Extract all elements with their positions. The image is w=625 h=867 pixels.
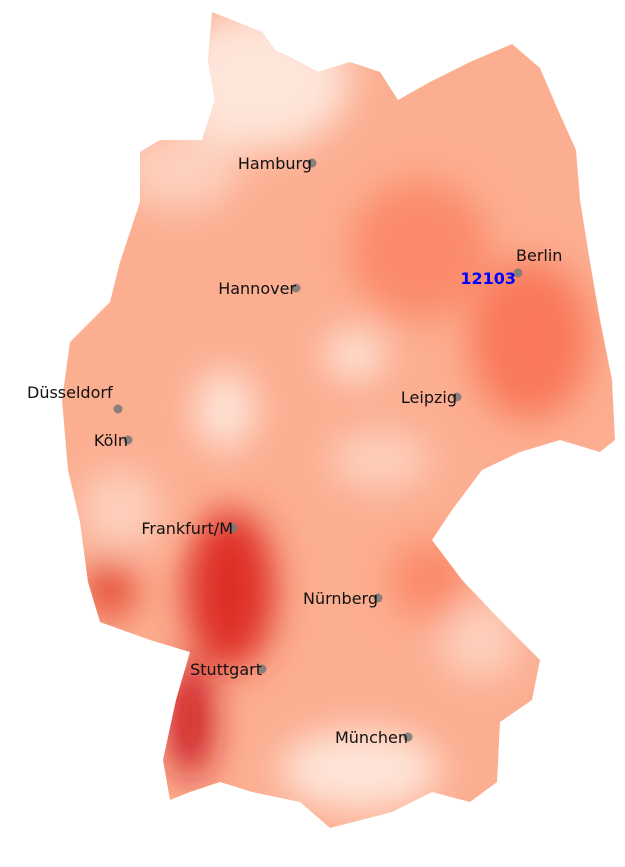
- city-marker-hamburg: [307, 158, 317, 168]
- highlight-postcode-label: 12103: [460, 269, 516, 288]
- city-label-berlin: Berlin: [516, 246, 562, 265]
- city-marker-hannover: [291, 283, 301, 293]
- city-marker-köln: [123, 435, 133, 445]
- city-label-hannover: Hannover: [218, 279, 296, 298]
- city-label-nürnberg: Nürnberg: [303, 589, 378, 608]
- city-marker-stuttgart: [257, 664, 267, 674]
- city-marker-frankfurtm: [228, 523, 238, 533]
- city-marker-düsseldorf: [113, 404, 123, 414]
- city-label-leipzig: Leipzig: [401, 388, 457, 407]
- city-marker-nürnberg: [373, 593, 383, 603]
- city-marker-berlin: [513, 268, 523, 278]
- city-marker-leipzig: [452, 392, 462, 402]
- city-label-düsseldorf: Düsseldorf: [27, 383, 113, 402]
- city-label-hamburg: Hamburg: [238, 154, 312, 173]
- city-label-münchen: München: [335, 728, 408, 747]
- city-label-frankfurtm: Frankfurt/M: [141, 519, 233, 538]
- city-marker-münchen: [403, 732, 413, 742]
- city-layer: Hamburg Berlin Hannover Düsseldorf Köln Leipz…: [27, 154, 562, 747]
- city-label-stuttgart: Stuttgart: [190, 660, 262, 679]
- city-label-köln: Köln: [94, 431, 128, 450]
